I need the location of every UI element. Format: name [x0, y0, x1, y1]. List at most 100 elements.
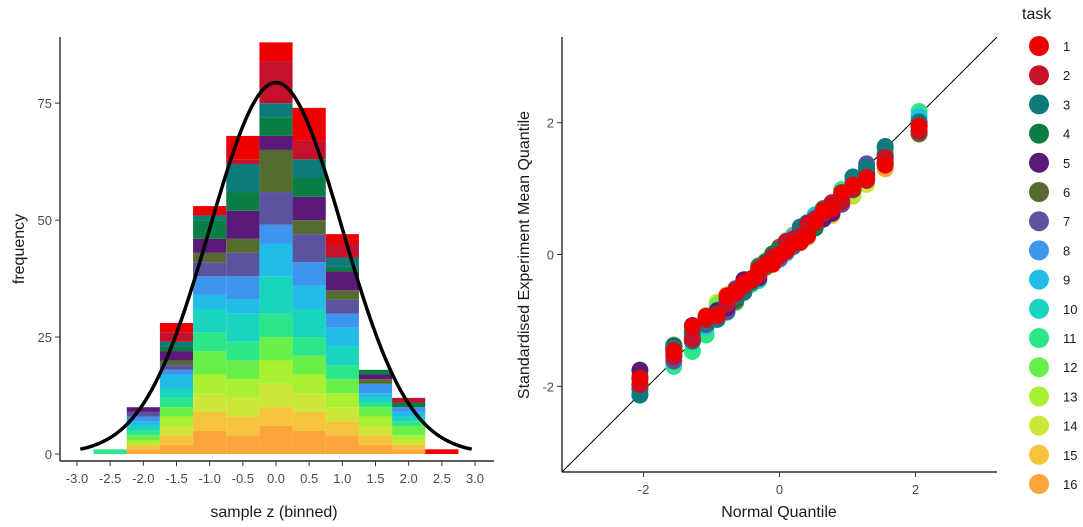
histogram-x-axis-title: sample z (binned) — [210, 504, 337, 521]
histogram-bar-segment — [292, 285, 326, 309]
histogram-bar-segment — [226, 313, 260, 342]
histogram-bar-segment — [226, 299, 260, 314]
qq-point — [823, 200, 841, 218]
histogram-bar-segment — [259, 117, 293, 136]
histogram-bar-segment — [126, 435, 160, 440]
qq-points — [631, 103, 928, 404]
legend-key — [1029, 298, 1049, 319]
legend-label: 11 — [1063, 331, 1077, 346]
legend-item: 10 — [1029, 298, 1077, 319]
legend-item: 9 — [1029, 269, 1070, 290]
histogram-bar-segment — [325, 407, 359, 422]
legend-item: 4 — [1029, 123, 1070, 144]
histogram-bar-segment — [159, 435, 194, 445]
histogram-bar-segment — [392, 421, 426, 426]
legend-title: task — [1022, 6, 1052, 23]
histogram-bar-segment — [193, 430, 227, 454]
histogram-bar-segment — [392, 416, 426, 422]
histogram-bar-segment — [226, 435, 260, 454]
histogram-bar-segment — [259, 276, 293, 314]
histogram-bar-segment — [392, 425, 426, 436]
histogram-bar-segment — [392, 444, 426, 450]
legend-label: 14 — [1063, 419, 1077, 434]
qq-point — [844, 176, 862, 194]
histogram-bar-segment — [259, 425, 293, 454]
histogram-bar-segment — [259, 337, 293, 361]
histogram-y-tick-label: 75 — [38, 96, 52, 111]
histogram-bars — [93, 42, 459, 454]
legend-key — [1029, 182, 1049, 202]
qq-y-tick-label: 2 — [547, 116, 554, 131]
histogram-bar-segment — [226, 163, 260, 193]
qq-point — [799, 227, 817, 245]
histogram-bar-segment — [226, 210, 260, 239]
legend-item: 7 — [1029, 211, 1070, 232]
normal-density-curve — [79, 80, 473, 451]
histogram-bar-segment — [292, 430, 326, 454]
qq-x-axis-title: Normal Quantile — [721, 504, 837, 521]
histogram-bar-segment — [358, 407, 393, 417]
qq-point — [683, 330, 701, 348]
histogram-bar-segment — [259, 192, 293, 225]
histogram-bar-segment — [193, 252, 227, 263]
legend-key — [1029, 474, 1049, 494]
histogram-bar-segment — [358, 416, 393, 426]
histogram-bar-segment — [325, 393, 359, 408]
histogram-bar-segment — [193, 294, 227, 309]
legend-key — [1029, 269, 1049, 290]
histogram-bar-segment — [226, 397, 260, 417]
histogram-bar-segment — [325, 327, 359, 347]
qq-y-ticks: -2 0 2 — [542, 116, 562, 394]
histogram-bar-segment — [358, 374, 393, 380]
histogram-bar-segment — [325, 299, 359, 314]
legend-label: 1 — [1063, 39, 1070, 54]
histogram-bar-segment — [126, 407, 160, 412]
legend-label: 13 — [1063, 389, 1077, 404]
histogram-bar-segment — [126, 444, 160, 450]
qq-y-tick-label: 0 — [547, 248, 554, 263]
histogram-bar-segment — [325, 379, 359, 394]
histogram-bar-segment — [325, 234, 359, 244]
legend-key — [1029, 444, 1049, 465]
histogram-bar-segment — [292, 308, 326, 338]
histogram-y-ticks: 0 25 50 75 — [38, 96, 60, 462]
histogram-x-tick-label: 1.5 — [366, 471, 384, 486]
legend-key — [1029, 94, 1049, 115]
histogram-bar-segment — [193, 332, 227, 352]
histogram-bar-segment — [292, 374, 326, 394]
histogram-bar-segment — [159, 369, 194, 375]
histogram-bar-segment — [193, 308, 227, 333]
histogram-bar-segment — [358, 379, 393, 384]
histogram-bar-segment — [259, 243, 293, 277]
histogram-x-tick-label: -2.0 — [132, 471, 154, 486]
histogram-bar-segment — [193, 411, 227, 431]
histogram-bar-segment — [259, 135, 293, 150]
legend-label: 7 — [1063, 214, 1070, 229]
histogram-bar-segment — [292, 355, 326, 375]
histogram-bar-segment — [325, 266, 359, 272]
histogram-x-tick-label: 2.0 — [400, 471, 418, 486]
legend-label: 5 — [1063, 156, 1070, 171]
histogram-y-tick-label: 25 — [38, 330, 52, 345]
histogram-bar-segment — [358, 435, 393, 445]
histogram-x-tick-label: -3.0 — [66, 471, 88, 486]
histogram-bar-segment — [193, 262, 227, 277]
qq-y-tick-label: -2 — [542, 379, 554, 394]
histogram-x-tick-label: -1.5 — [165, 471, 187, 486]
legend-label: 10 — [1063, 302, 1077, 317]
histogram-x-tick-label: 1.0 — [333, 471, 351, 486]
histogram-bar-segment — [325, 346, 359, 366]
histogram-bar-segment — [126, 449, 160, 454]
histogram-bar-segment — [159, 425, 194, 436]
histogram-bar-segment — [259, 103, 293, 118]
histogram-bar-segment — [259, 407, 293, 426]
histogram-bar-segment — [126, 421, 160, 426]
legend-label: 9 — [1063, 273, 1070, 288]
histogram-bar-segment — [325, 421, 359, 436]
legend-item: 3 — [1029, 94, 1070, 115]
histogram-x-tick-label: 3.0 — [466, 471, 484, 486]
histogram-bar-segment — [325, 365, 359, 380]
qq-point — [631, 369, 649, 387]
qq-point — [910, 117, 928, 135]
histogram-bar-segment — [159, 341, 194, 347]
